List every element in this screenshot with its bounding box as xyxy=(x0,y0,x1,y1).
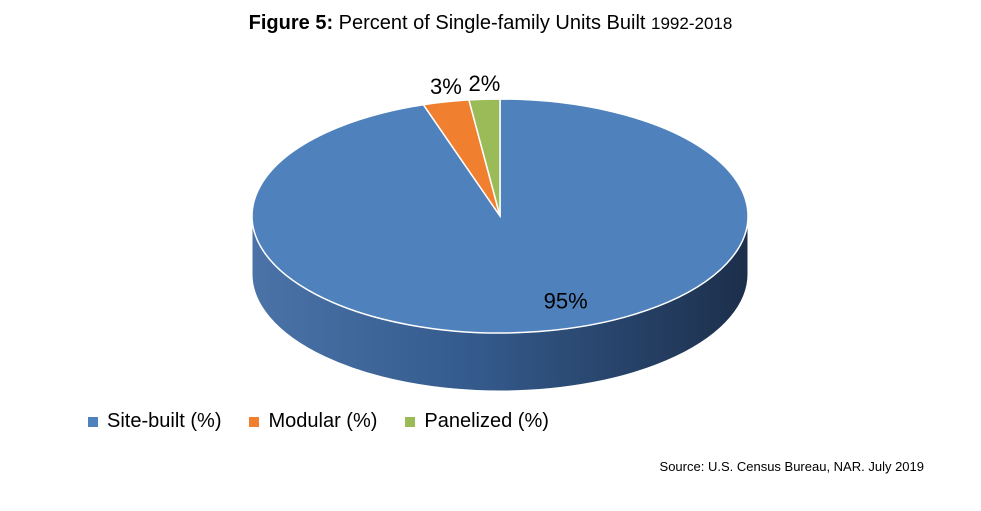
pie-slice-panelized xyxy=(467,98,501,217)
pie-label-modular: 3% xyxy=(430,74,462,99)
chart-title-main: Percent of Single-family Units Built xyxy=(333,12,652,34)
source-note: Source: U.S. Census Bureau, NAR. July 20… xyxy=(659,459,924,474)
pie-label-site-built: 95% xyxy=(544,289,588,314)
chart-title-prefix: Figure 5: xyxy=(248,12,334,34)
pie-top-layer xyxy=(251,98,749,334)
pie-label-layer: 95% 3% 2% xyxy=(430,71,588,313)
legend-swatch-site-built xyxy=(88,416,98,427)
legend-label-modular: Modular (%) xyxy=(268,410,378,432)
chart-title-years: 1992-2018 xyxy=(651,14,733,33)
legend-item-modular: Modular (%) xyxy=(249,410,377,433)
legend-swatch-panelized xyxy=(405,416,416,427)
legend-item-site-built: Site-built (%) xyxy=(88,410,221,433)
legend: Site-built (%) Modular (%) Panelized (%) xyxy=(88,410,577,433)
chart-title: Figure 5: Percent of Single-family Units… xyxy=(0,12,981,35)
pie-label-panelized: 2% xyxy=(469,71,501,96)
legend-label-site-built: Site-built (%) xyxy=(107,410,222,432)
legend-item-panelized: Panelized (%) xyxy=(405,410,549,433)
legend-label-panelized: Panelized (%) xyxy=(424,410,549,432)
legend-swatch-modular xyxy=(249,416,260,427)
